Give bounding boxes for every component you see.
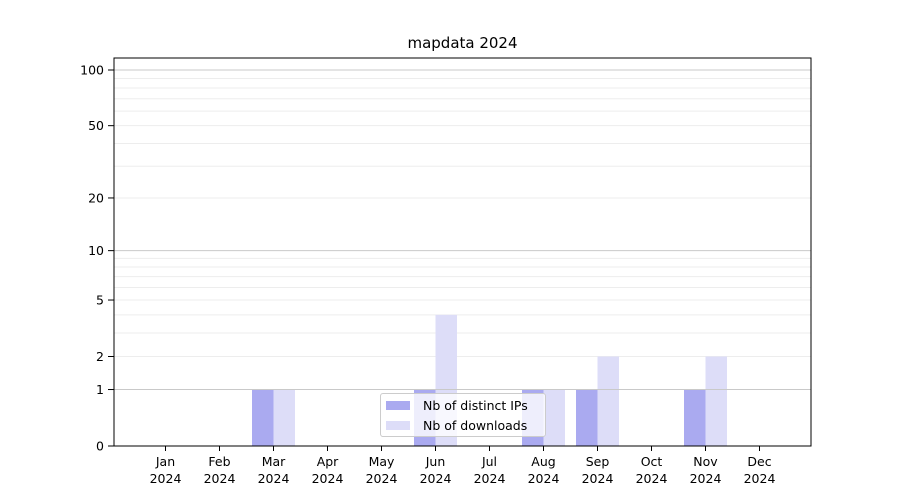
x-tick-label-year-jan: 2024 (150, 471, 182, 486)
legend-label-distinct-ips: Nb of distinct IPs (423, 397, 528, 413)
chart-title: mapdata 2024 (407, 34, 518, 52)
legend: Nb of distinct IPs Nb of downloads (380, 393, 546, 437)
legend-item-distinct-ips: Nb of distinct IPs (386, 398, 537, 413)
x-tick-label-year-sep: 2024 (582, 471, 614, 486)
x-tick-label-month-jan: Jan (155, 454, 175, 469)
x-tick-label-month-oct: Oct (641, 454, 663, 469)
x-tick-label-year-apr: 2024 (312, 471, 344, 486)
x-tick-label-year-may: 2024 (366, 471, 398, 486)
legend-swatch-downloads (386, 420, 410, 430)
x-tick-label-year-feb: 2024 (204, 471, 236, 486)
plot-border (113, 57, 812, 447)
x-tick-label-year-nov: 2024 (690, 471, 722, 486)
x-tick-label-month-apr: Apr (317, 454, 339, 469)
bar-distinct-ips-nov (684, 389, 706, 446)
y-tick-label: 5 (96, 293, 104, 308)
legend-swatch-distinct-ips (386, 400, 410, 410)
y-tick-label: 50 (88, 118, 104, 133)
y-tick-label: 1 (96, 382, 104, 397)
legend-label-downloads: Nb of downloads (423, 417, 528, 433)
x-tick-label-year-oct: 2024 (636, 471, 668, 486)
legend-item-downloads: Nb of downloads (386, 418, 537, 433)
x-tick-label-year-dec: 2024 (744, 471, 776, 486)
bar-downloads-sep (597, 356, 619, 446)
x-tick-label-month-jun: Jun (425, 454, 446, 469)
y-tick-label: 0 (96, 439, 104, 454)
bar-distinct-ips-sep (576, 389, 598, 446)
x-tick-label-month-feb: Feb (208, 454, 230, 469)
x-tick-label-year-jul: 2024 (474, 471, 506, 486)
x-tick-label-month-sep: Sep (586, 454, 610, 469)
x-tick-label-year-jun: 2024 (420, 471, 452, 486)
bar-downloads-aug (543, 389, 565, 446)
bar-downloads-nov (705, 356, 727, 446)
x-tick-label-year-mar: 2024 (258, 471, 290, 486)
x-tick-label-month-mar: Mar (262, 454, 286, 469)
x-tick-label-month-aug: Aug (531, 454, 555, 469)
bar-downloads-mar (273, 389, 295, 446)
x-tick-label-year-aug: 2024 (528, 471, 560, 486)
bar-distinct-ips-mar (252, 389, 274, 446)
x-tick-label-month-dec: Dec (747, 454, 771, 469)
x-tick-label-month-nov: Nov (693, 454, 718, 469)
x-tick-label-month-jul: Jul (481, 454, 497, 469)
y-tick-label: 2 (96, 349, 104, 364)
y-tick-label: 10 (88, 243, 104, 258)
y-tick-label: 20 (88, 190, 104, 205)
y-tick-label: 100 (80, 63, 104, 78)
x-tick-label-month-may: May (369, 454, 395, 469)
